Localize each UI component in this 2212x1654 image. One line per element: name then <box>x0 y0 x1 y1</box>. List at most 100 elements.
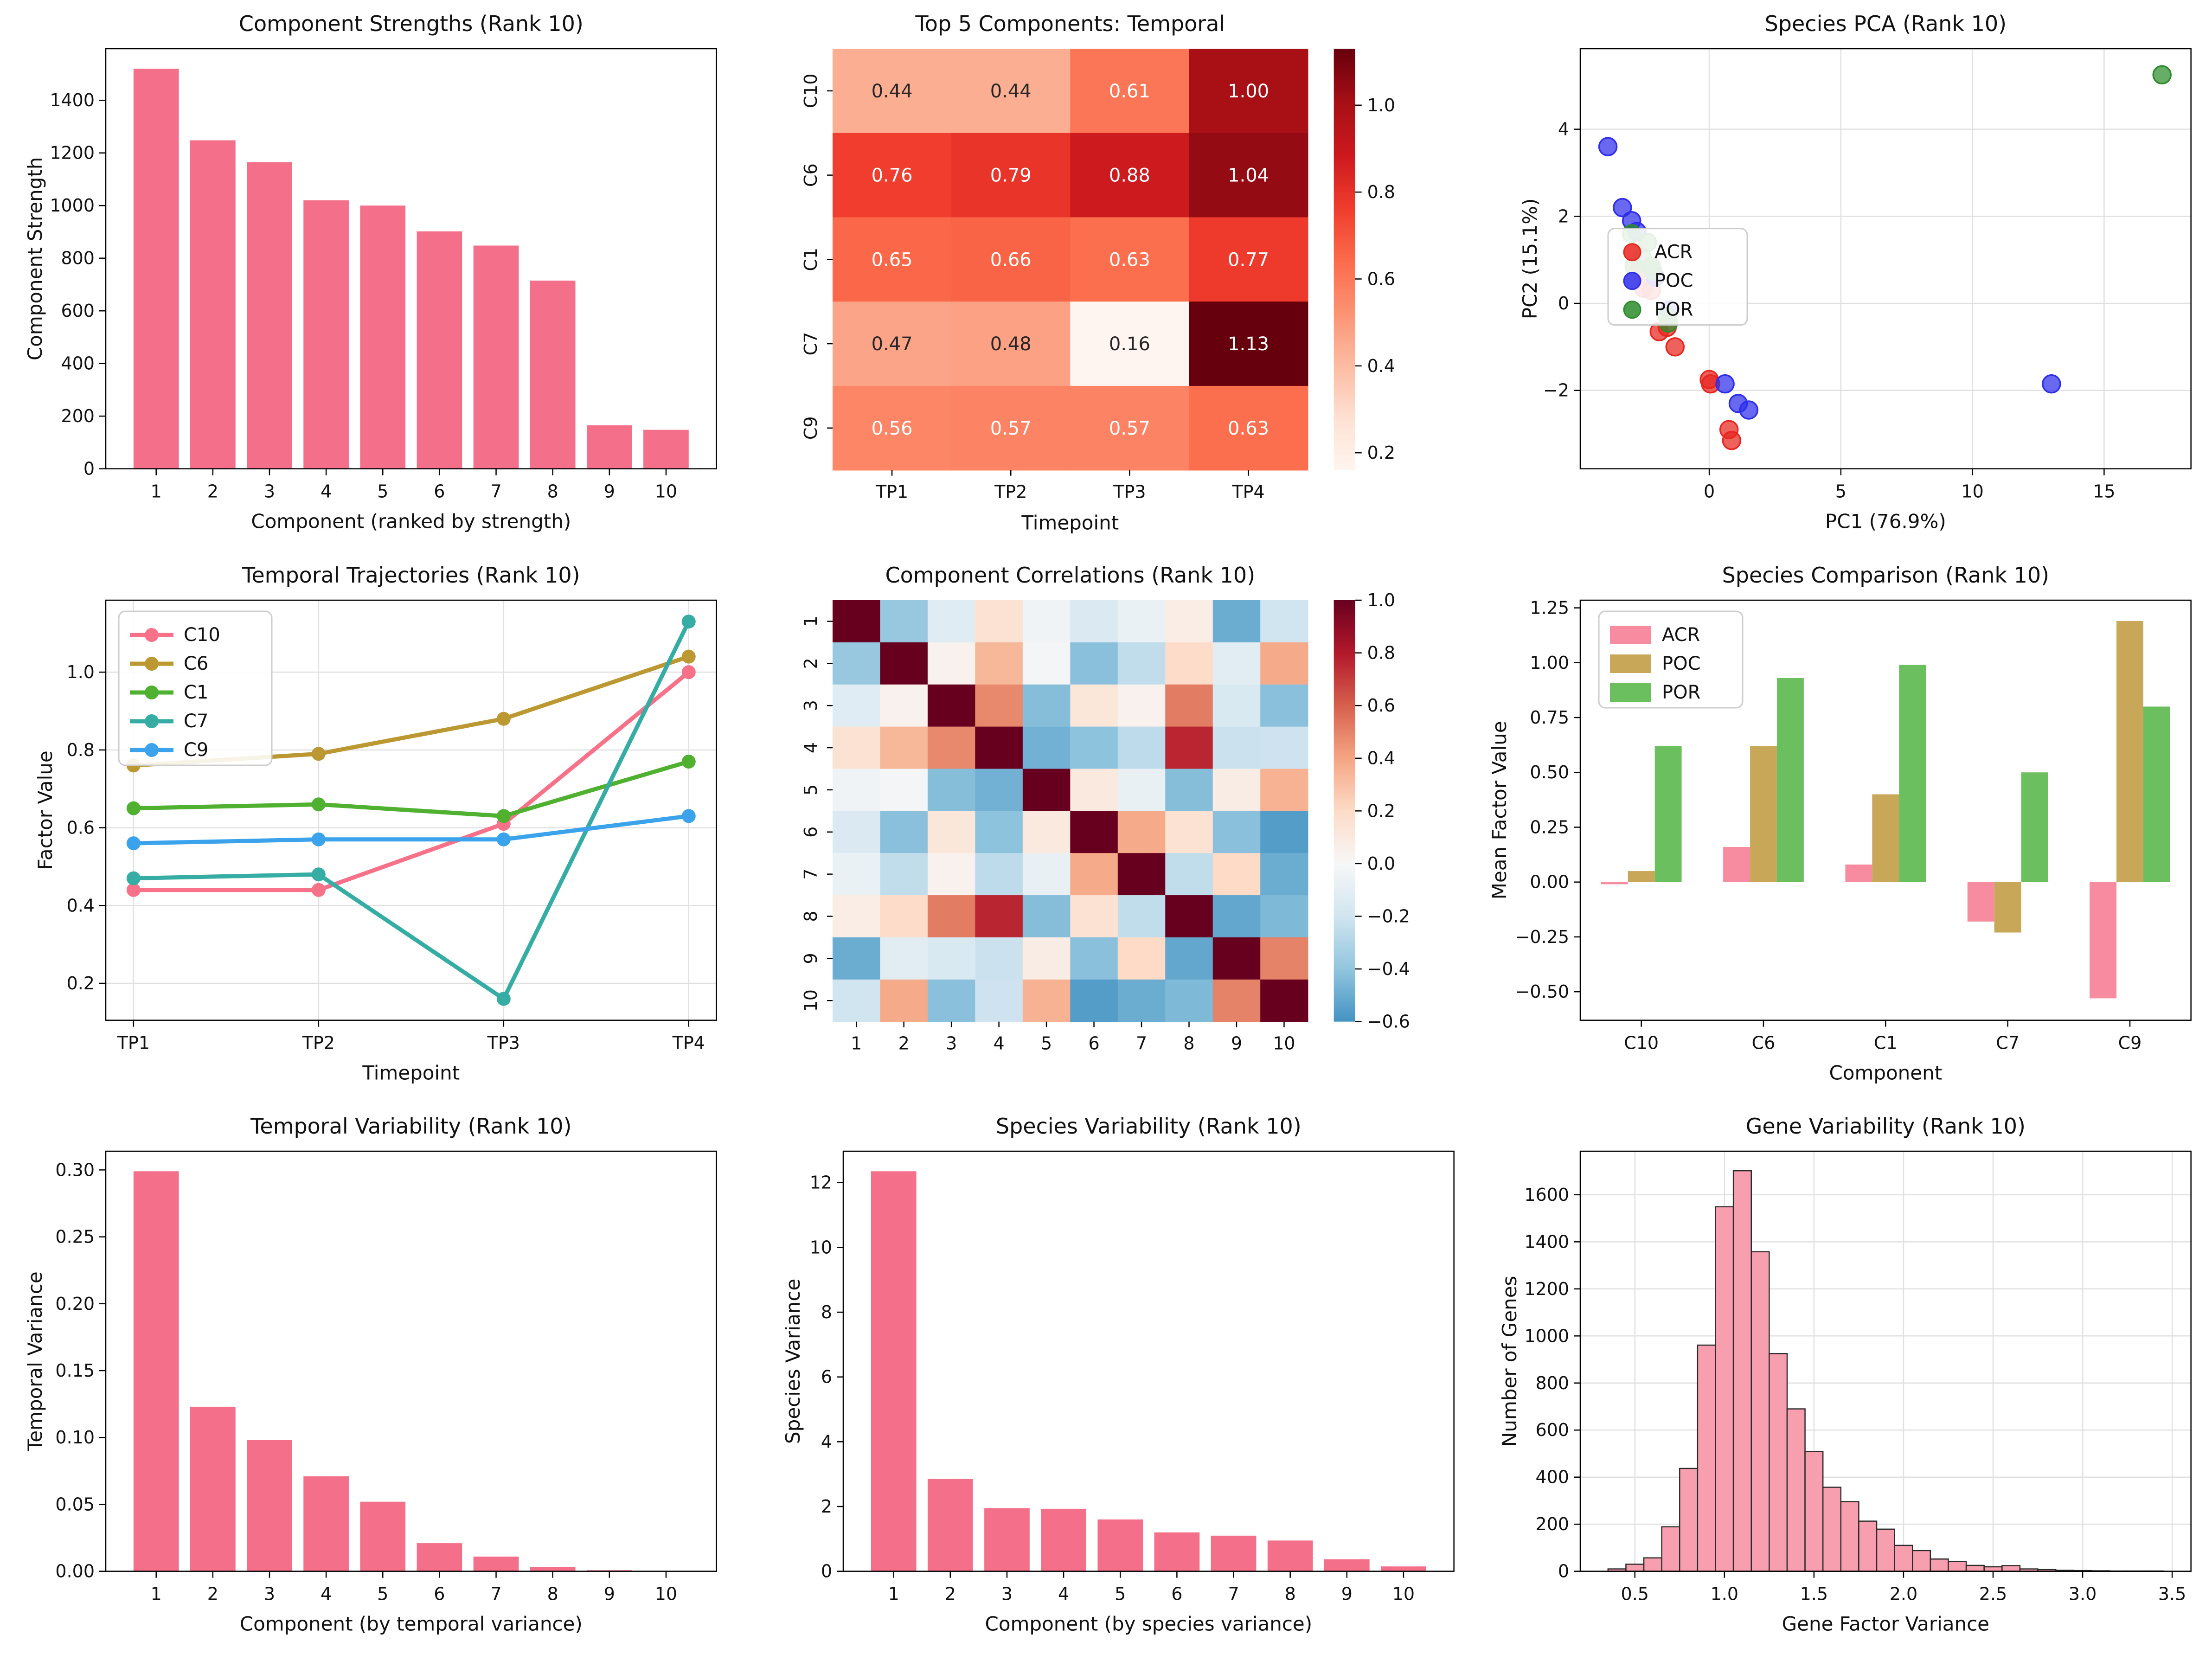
svg-text:POC: POC <box>1654 270 1693 292</box>
svg-text:4: 4 <box>321 481 332 502</box>
component-strengths-chart: 0 200 400 600 800 1000 1200 1400 1 2 3 4 5 6 7 8 9 10 Comp… <box>24 11 717 533</box>
subplot-gene-variability: 0 200 400 600 800 1000 1200 1400 1600 0.5 1.0 1.5 2.… <box>1475 1103 2212 1654</box>
subplot-component-strengths: 0 200 400 600 800 1000 1200 1400 1 2 3 4 5 6 7 8 9 10 Comp… <box>0 0 737 551</box>
svg-text:2: 2 <box>944 1584 955 1604</box>
svg-text:0.00: 0.00 <box>1530 872 1570 892</box>
svg-text:POR: POR <box>1662 682 1700 703</box>
svg-text:6: 6 <box>1088 1033 1099 1053</box>
svg-text:10: 10 <box>801 989 821 1012</box>
svg-text:5: 5 <box>377 1584 388 1604</box>
svg-text:0.8: 0.8 <box>1367 182 1395 202</box>
svg-text:TP1: TP1 <box>875 482 908 502</box>
svg-text:9: 9 <box>1231 1033 1242 1053</box>
svg-text:4: 4 <box>821 1432 832 1452</box>
svg-text:Component (ranked by strength): Component (ranked by strength) <box>251 510 571 533</box>
subplot-top5-temporal-heatmap: 0.44 0.44 0.61 1.00 0.76 0.79 0.88 1.04 0.65 0.66… <box>737 0 1475 551</box>
svg-text:−0.2: −0.2 <box>1367 906 1410 926</box>
svg-text:0.5: 0.5 <box>1621 1584 1649 1604</box>
svg-text:−0.6: −0.6 <box>1367 1011 1410 1032</box>
temporal-trajectories-chart: 0.2 0.4 0.6 0.8 1.0 TP1 TP2 TP3 TP4 Temporal Traj… <box>34 563 717 1084</box>
svg-text:6: 6 <box>434 481 445 502</box>
svg-text:0.2: 0.2 <box>1367 442 1395 463</box>
svg-text:3.0: 3.0 <box>2069 1584 2097 1604</box>
svg-text:0: 0 <box>83 459 95 479</box>
svg-text:0.57: 0.57 <box>1109 418 1150 439</box>
svg-text:9: 9 <box>604 481 615 502</box>
svg-text:4: 4 <box>801 742 821 753</box>
svg-text:0.20: 0.20 <box>55 1294 95 1314</box>
svg-text:TP1: TP1 <box>117 1032 150 1053</box>
svg-text:1600: 1600 <box>1525 1185 1570 1205</box>
svg-text:1400: 1400 <box>50 90 95 110</box>
svg-text:7: 7 <box>1136 1033 1147 1053</box>
svg-text:1: 1 <box>801 615 821 627</box>
svg-text:C1: C1 <box>184 682 208 703</box>
svg-text:1: 1 <box>151 481 162 502</box>
svg-text:5: 5 <box>377 481 388 502</box>
svg-text:1200: 1200 <box>50 143 95 163</box>
svg-text:1000: 1000 <box>50 195 95 216</box>
svg-text:TP4: TP4 <box>1231 482 1264 502</box>
svg-text:C10: C10 <box>184 624 220 646</box>
svg-text:−0.4: −0.4 <box>1367 959 1410 979</box>
svg-text:2: 2 <box>1558 206 1569 226</box>
svg-text:0.6: 0.6 <box>67 817 95 838</box>
svg-text:7: 7 <box>490 1584 501 1604</box>
svg-text:0.0: 0.0 <box>1367 853 1395 874</box>
svg-text:Factor Value: Factor Value <box>34 750 57 870</box>
svg-text:Gene Variability (Rank 10): Gene Variability (Rank 10) <box>1746 1114 2026 1139</box>
svg-text:Component (by temporal varianc: Component (by temporal variance) <box>240 1613 583 1635</box>
svg-text:0.30: 0.30 <box>55 1160 95 1180</box>
svg-text:C9: C9 <box>184 739 208 761</box>
svg-text:C9: C9 <box>2118 1032 2142 1053</box>
svg-text:5: 5 <box>1115 1584 1126 1604</box>
svg-text:10: 10 <box>809 1237 832 1258</box>
svg-text:C9: C9 <box>801 416 821 440</box>
svg-text:10: 10 <box>655 481 677 502</box>
svg-text:7: 7 <box>490 481 501 502</box>
svg-text:2: 2 <box>801 658 821 669</box>
svg-text:1: 1 <box>151 1584 162 1604</box>
svg-text:0.6: 0.6 <box>1367 269 1395 289</box>
svg-text:C1: C1 <box>1874 1032 1898 1053</box>
svg-text:0: 0 <box>821 1561 832 1582</box>
svg-text:1.5: 1.5 <box>1800 1584 1828 1604</box>
svg-text:−0.25: −0.25 <box>1515 927 1569 947</box>
subplot-component-correlations: 1 2 3 4 5 6 7 8 9 10 1 2 3 4 5 6 7 8 9 10 Component Correlat… <box>737 551 1475 1103</box>
svg-text:Species Variability (Rank 10): Species Variability (Rank 10) <box>996 1114 1302 1139</box>
svg-text:C1: C1 <box>801 248 821 271</box>
svg-text:12: 12 <box>809 1173 832 1193</box>
svg-text:Temporal Trajectories (Rank 10: Temporal Trajectories (Rank 10) <box>242 563 580 588</box>
subplot-species-variability: 0 2 4 6 8 10 12 1 2 3 4 5 6 7 8 9 10 Species Variability … <box>737 1103 1475 1654</box>
svg-text:C6: C6 <box>801 163 821 187</box>
svg-text:8: 8 <box>547 481 558 502</box>
svg-text:1.13: 1.13 <box>1228 333 1269 355</box>
svg-text:0.44: 0.44 <box>990 81 1031 102</box>
svg-text:0.48: 0.48 <box>990 333 1031 355</box>
svg-text:6: 6 <box>1171 1584 1182 1604</box>
svg-text:0.61: 0.61 <box>1109 81 1150 102</box>
svg-text:2: 2 <box>207 481 218 502</box>
svg-text:C7: C7 <box>801 332 821 356</box>
svg-text:15: 15 <box>2093 481 2116 502</box>
svg-text:200: 200 <box>61 406 95 426</box>
svg-text:3: 3 <box>1001 1584 1013 1604</box>
svg-text:POR: POR <box>1654 299 1693 321</box>
svg-text:0.8: 0.8 <box>1367 642 1395 663</box>
svg-text:600: 600 <box>1536 1420 1570 1441</box>
svg-text:PC2 (15.1%): PC2 (15.1%) <box>1519 198 1541 319</box>
svg-text:0.56: 0.56 <box>871 418 912 439</box>
svg-text:TP4: TP4 <box>672 1032 705 1053</box>
svg-text:8: 8 <box>1183 1033 1194 1053</box>
svg-text:0: 0 <box>1558 293 1569 314</box>
svg-text:1200: 1200 <box>1525 1279 1570 1299</box>
svg-text:10: 10 <box>655 1584 677 1604</box>
svg-text:7: 7 <box>801 868 821 879</box>
svg-text:2: 2 <box>207 1584 218 1604</box>
svg-text:800: 800 <box>61 248 95 269</box>
top5-temporal-heatmap: 0.44 0.44 0.61 1.00 0.76 0.79 0.88 1.04 0.65 0.66… <box>801 11 1395 534</box>
svg-text:TP3: TP3 <box>1113 482 1146 502</box>
svg-text:0.79: 0.79 <box>990 165 1031 186</box>
svg-text:5: 5 <box>801 784 821 795</box>
